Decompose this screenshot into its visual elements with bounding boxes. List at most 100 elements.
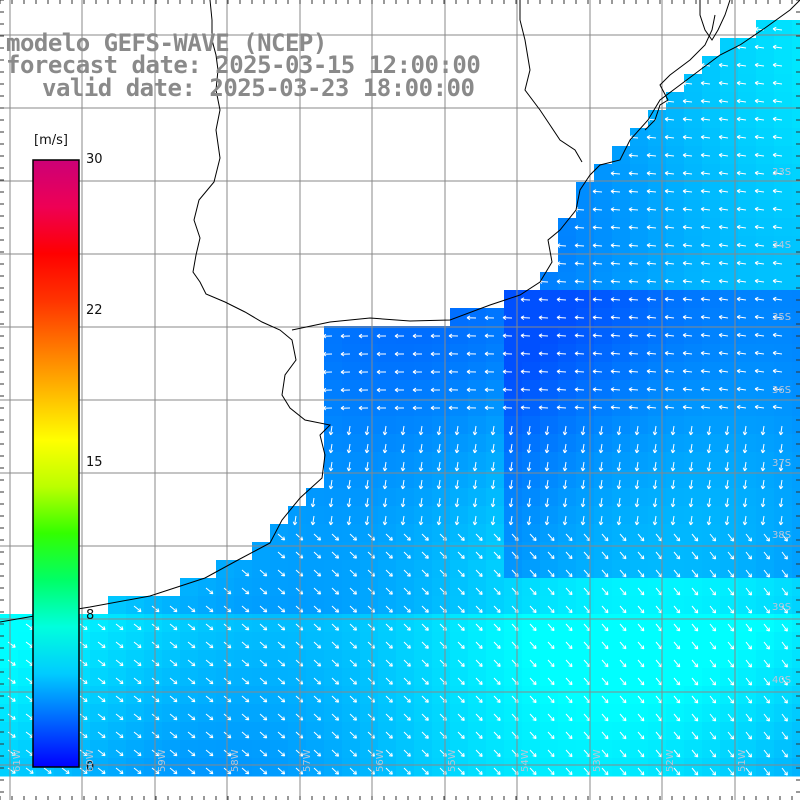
wind-arrow <box>727 551 735 560</box>
wind-arrow <box>493 533 501 541</box>
wind-cell <box>324 506 343 525</box>
wind-cell <box>288 596 307 615</box>
wind-arrow <box>340 369 351 375</box>
wind-arrow <box>349 641 357 649</box>
wind-cell <box>360 416 379 435</box>
wind-arrow <box>349 605 357 613</box>
wind-cell <box>756 146 775 165</box>
wind-cell <box>576 650 595 669</box>
wind-cell <box>774 182 793 201</box>
wind-cell <box>252 722 271 741</box>
wind-cell <box>720 416 739 435</box>
wind-cell <box>360 524 379 543</box>
wind-cell <box>0 686 19 705</box>
wind-cell <box>558 362 577 381</box>
wind-arrow <box>508 425 514 436</box>
wind-arrow <box>772 296 783 302</box>
wind-cell <box>630 146 649 165</box>
wind-arrow <box>718 332 729 338</box>
wind-cell <box>324 668 343 687</box>
wind-cell <box>252 740 271 759</box>
wind-arrow <box>736 170 747 176</box>
wind-arrow <box>745 623 752 632</box>
wind-cell <box>558 506 577 525</box>
wind-arrow <box>700 152 711 158</box>
wind-arrow <box>637 713 645 722</box>
wind-cell <box>306 650 325 669</box>
wind-cell <box>594 614 613 633</box>
wind-arrow <box>634 461 640 472</box>
wind-arrow <box>349 677 357 685</box>
wind-cell <box>216 704 235 723</box>
wind-cell <box>792 488 800 507</box>
wind-arrow <box>682 242 693 248</box>
wind-cell <box>180 740 199 759</box>
wind-arrow <box>493 767 501 775</box>
wind-cell <box>144 650 163 669</box>
wind-cell <box>792 398 800 417</box>
wind-arrow <box>772 332 783 338</box>
wind-arrow <box>349 659 357 667</box>
wind-cell <box>720 326 739 345</box>
wind-arrow <box>778 425 784 436</box>
wind-cell <box>666 380 685 399</box>
wind-cell <box>126 614 145 633</box>
wind-cell <box>522 614 541 633</box>
wind-cell <box>756 110 775 129</box>
wind-arrow <box>385 695 393 703</box>
wind-arrow <box>727 767 735 776</box>
wind-arrow <box>313 659 322 667</box>
wind-cell <box>378 344 397 363</box>
wind-cell <box>252 578 271 597</box>
wind-cell <box>720 92 739 111</box>
wind-cell <box>738 326 757 345</box>
wind-arrow <box>664 405 675 410</box>
wind-cell <box>558 632 577 651</box>
wind-cell <box>162 650 181 669</box>
wind-arrow <box>79 749 88 756</box>
wind-arrow <box>619 659 627 668</box>
wind-arrow <box>628 387 639 392</box>
wind-arrow <box>547 677 555 686</box>
wind-arrow <box>706 425 712 436</box>
wind-arrow <box>724 443 730 454</box>
wind-cell <box>720 380 739 399</box>
wind-cell <box>234 686 253 705</box>
wind-arrow <box>520 315 531 321</box>
wind-cell <box>468 740 487 759</box>
wind-arrow <box>673 569 681 578</box>
wind-arrow <box>475 713 483 721</box>
wind-cell <box>360 722 379 741</box>
wind-arrow <box>382 479 388 490</box>
wind-cell <box>774 560 793 579</box>
wind-cell <box>468 704 487 723</box>
wind-arrow <box>520 387 531 393</box>
wind-arrow <box>763 659 770 668</box>
wind-cell <box>504 524 523 543</box>
wind-cell <box>630 614 649 633</box>
wind-arrow <box>562 479 568 490</box>
wind-arrow <box>403 533 411 541</box>
wind-arrow <box>670 515 676 526</box>
wind-arrow <box>772 206 783 212</box>
wind-arrow <box>691 605 699 614</box>
wind-cell <box>504 632 523 651</box>
wind-arrow <box>475 731 483 739</box>
wind-arrow <box>277 623 286 631</box>
wind-cell <box>378 632 397 651</box>
wind-cell <box>522 290 541 309</box>
wind-cell <box>576 524 595 543</box>
wind-arrow <box>580 425 586 436</box>
wind-cell <box>450 542 469 561</box>
wind-arrow <box>736 224 747 230</box>
wind-cell <box>162 614 181 633</box>
wind-cell <box>540 722 559 741</box>
wind-cell <box>216 650 235 669</box>
wind-cell <box>468 470 487 489</box>
wind-cell <box>414 344 433 363</box>
wind-cell <box>252 668 271 687</box>
coastline-main <box>0 0 332 623</box>
wind-arrow <box>760 425 766 436</box>
wind-arrow <box>310 497 316 508</box>
wind-arrow <box>727 659 735 668</box>
